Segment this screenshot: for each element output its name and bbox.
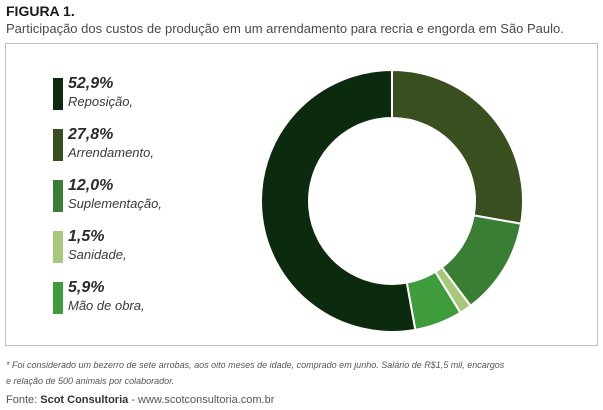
legend-value: 5,9% xyxy=(68,279,105,296)
legend-label: Sanidade, xyxy=(68,247,127,262)
legend-label: Reposição, xyxy=(68,94,134,109)
legend-swatch xyxy=(53,129,63,161)
figure-subtitle: Participação dos custos de produção em u… xyxy=(6,21,564,36)
footnote-line-2: e relação de 500 animais por colaborador… xyxy=(6,376,175,386)
footnote-line-1: * Foi considerado um bezerro de sete arr… xyxy=(6,360,505,370)
legend-value: 12,0% xyxy=(68,177,114,194)
legend-value: 52,9% xyxy=(68,75,114,92)
legend-value: 27,8% xyxy=(68,126,114,143)
figure-title: FIGURA 1. xyxy=(6,3,75,19)
slice-reposicao xyxy=(260,68,417,333)
legend-swatch xyxy=(53,231,63,263)
source-url: - www.scotconsultoria.com.br xyxy=(128,394,275,406)
legend-swatch xyxy=(53,282,63,314)
legend-swatch xyxy=(53,78,63,110)
source-prefix: Fonte: xyxy=(6,394,41,406)
chart-panel: 52,9% Reposição, 27,8% Arrendamento, 12,… xyxy=(5,43,598,346)
legend-swatch xyxy=(53,180,63,212)
source-line: Fonte: Scot Consultoria - www.scotconsul… xyxy=(6,394,274,406)
slice-arrendamento xyxy=(391,68,524,225)
legend-label: Mão de obra, xyxy=(68,298,145,313)
legend-label: Arrendamento, xyxy=(68,145,154,160)
donut-chart xyxy=(260,68,524,333)
legend-label: Suplementação, xyxy=(68,196,162,211)
legend-value: 1,5% xyxy=(68,228,105,245)
source-name: Scot Consultoria xyxy=(40,394,129,406)
